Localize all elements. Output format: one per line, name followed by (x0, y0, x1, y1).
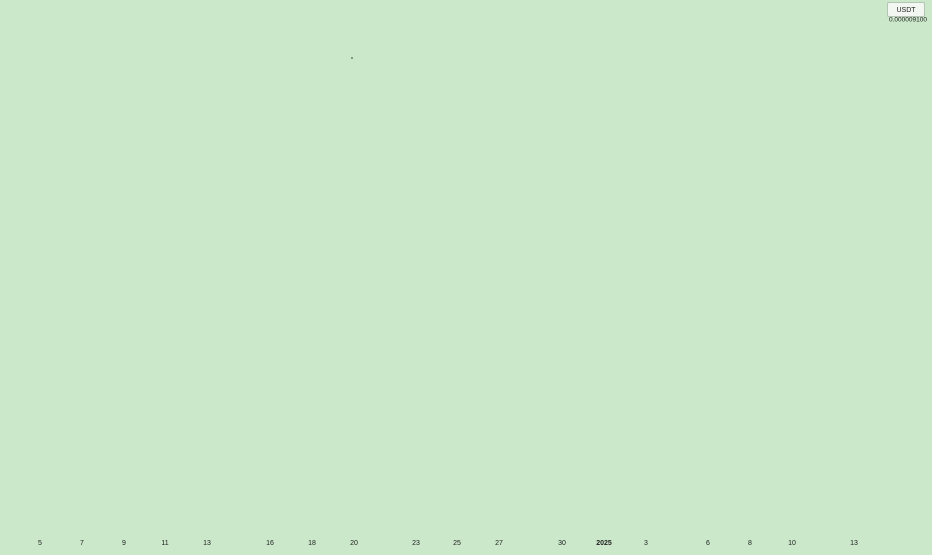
x-tick-label: 8 (748, 540, 752, 547)
currency-selector[interactable]: USDT (887, 2, 925, 17)
x-tick-label: 11 (161, 540, 168, 547)
x-tick-label: 9 (122, 540, 126, 547)
x-tick-label: 13 (203, 540, 211, 547)
x-tick-label: 27 (495, 540, 503, 547)
x-tick-label: 10 (788, 540, 796, 547)
x-tick-label: 30 (558, 540, 566, 547)
x-tick-label: 23 (412, 540, 420, 547)
x-tick-label: 3 (644, 540, 648, 547)
x-tick-label: 5 (38, 540, 42, 547)
x-tick-label: 20 (350, 540, 358, 547)
x-tick-label: 16 (266, 540, 274, 547)
x-tick-label: 13 (850, 540, 858, 547)
x-tick-label: 18 (308, 540, 316, 547)
x-tick-label: 6 (706, 540, 710, 547)
x-tick-label: 25 (453, 540, 461, 547)
x-tick-label: 2025 (596, 540, 612, 547)
x-tick-label: 7 (80, 540, 84, 547)
